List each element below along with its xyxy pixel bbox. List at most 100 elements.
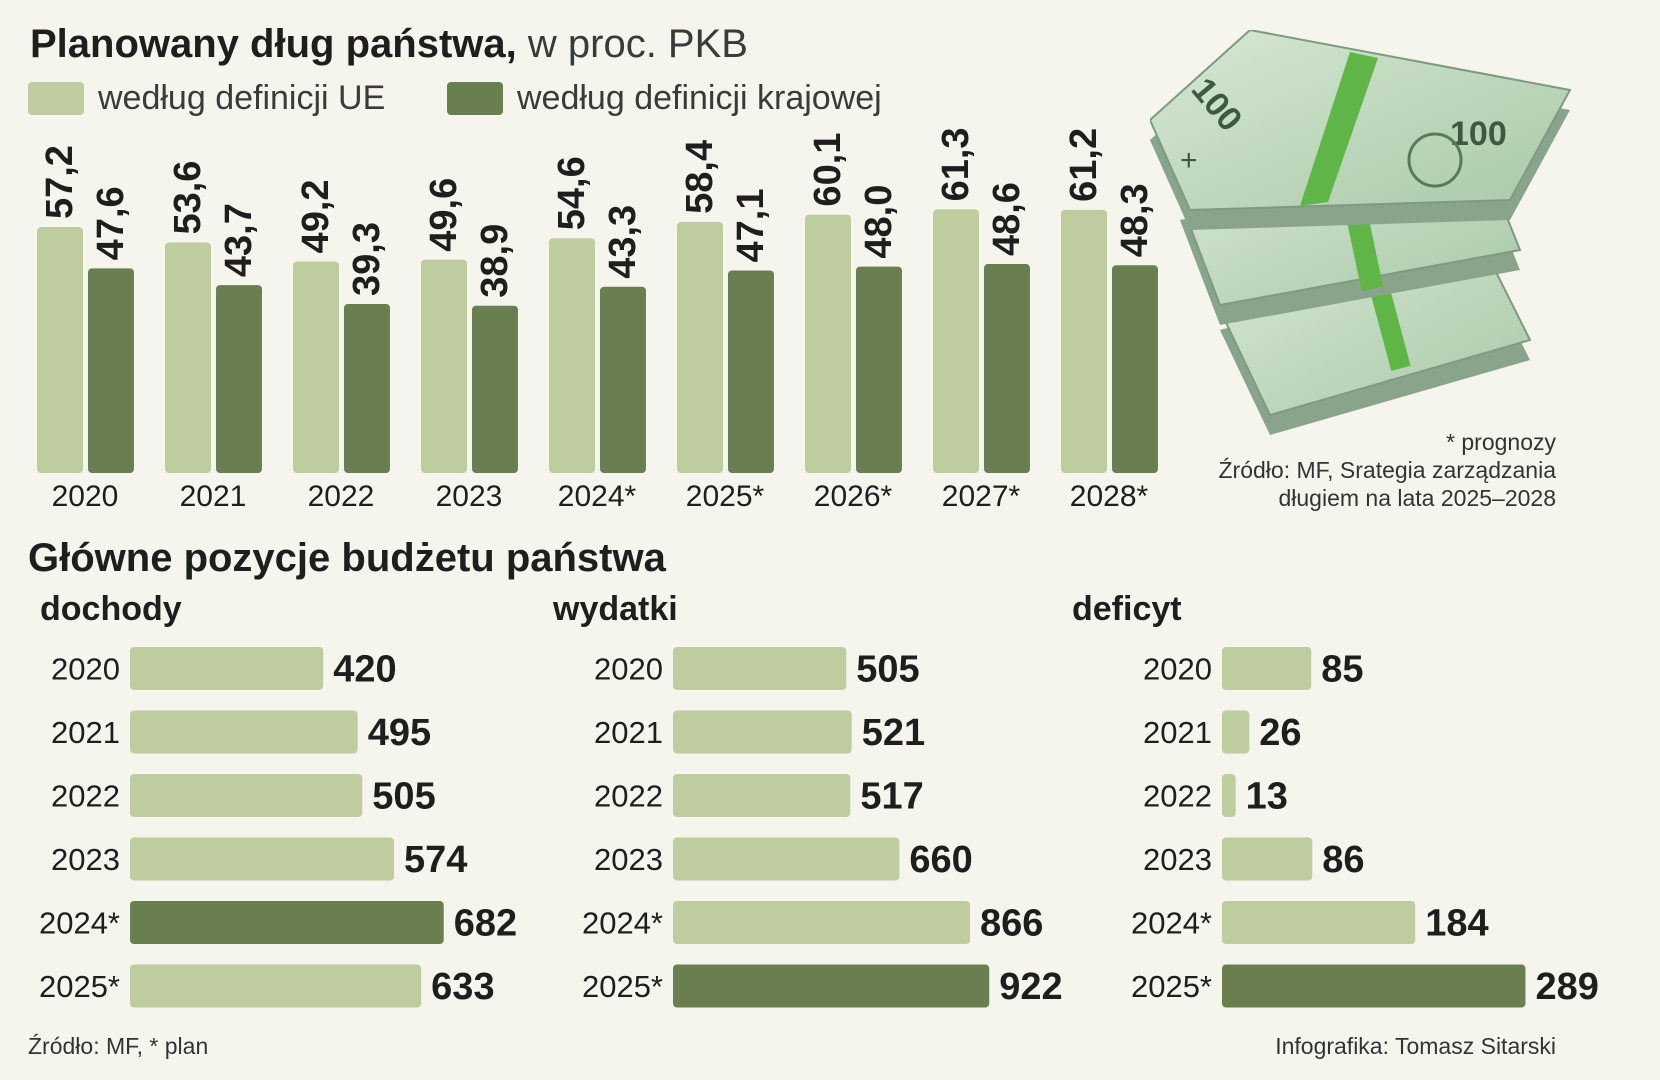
panel-title-wydatki: wydatki xyxy=(553,590,678,628)
debt-bar-national-2024* xyxy=(600,286,646,473)
debt-bar-eu-2022 xyxy=(293,261,339,473)
legend-swatch-national xyxy=(447,81,503,115)
budget-value-label: 420 xyxy=(333,649,396,691)
budget-value-label: 13 xyxy=(1246,776,1288,818)
debt-year-label: 2023 xyxy=(436,480,503,513)
debt-bar-national-2025* xyxy=(728,270,774,473)
budget-bar-deficyt-2024* xyxy=(1222,901,1416,944)
debt-value-label: 48,6 xyxy=(986,182,1028,256)
banknote-stack-icon: 100 100 + xyxy=(1150,30,1572,435)
budget-year-label: 2023 xyxy=(51,842,120,877)
debt-value-label: 53,6 xyxy=(167,161,209,235)
debt-chart-notes: * prognozy Źródło: MF, Srategia zarządza… xyxy=(1219,428,1557,512)
svg-text:+: + xyxy=(1180,144,1198,177)
budget-year-label: 2020 xyxy=(594,652,663,687)
budget-year-label: 2021 xyxy=(51,715,120,750)
budget-value-label: 517 xyxy=(860,776,923,818)
debt-bar-national-2023 xyxy=(472,305,518,473)
debt-value-label: 43,3 xyxy=(602,205,644,279)
budget-value-label: 505 xyxy=(856,649,919,691)
budget-bar-dochody-2022 xyxy=(130,774,363,817)
debt-value-label: 49,2 xyxy=(295,179,337,253)
debt-value-label: 54,6 xyxy=(551,156,593,230)
debt-chart-title-bold: Planowany dług państwa, xyxy=(30,22,517,66)
budget-year-label: 2023 xyxy=(1143,842,1212,877)
debt-bar-eu-2020 xyxy=(37,227,83,473)
budget-value-label: 866 xyxy=(980,903,1043,945)
debt-bar-eu-2023 xyxy=(421,259,467,473)
note-source-line-2: długiem na lata 2025–2028 xyxy=(1278,485,1556,511)
debt-year-label: 2025* xyxy=(686,480,765,513)
budget-bar-deficyt-2025* xyxy=(1222,964,1526,1008)
debt-year-label: 2021 xyxy=(180,480,247,513)
debt-value-label: 61,3 xyxy=(935,127,977,201)
debt-bar-eu-2028* xyxy=(1061,209,1107,473)
budget-year-label: 2022 xyxy=(594,779,663,814)
debt-chart-title: Planowany dług państwa, w proc. PKB xyxy=(30,20,748,68)
debt-bar-national-2027* xyxy=(984,264,1030,473)
debt-year-label: 2022 xyxy=(308,480,375,513)
debt-value-label: 49,6 xyxy=(423,178,465,252)
debt-year-label: 2028* xyxy=(1070,480,1149,513)
budget-value-label: 289 xyxy=(1535,966,1598,1008)
panel-title-dochody: dochody xyxy=(40,590,182,628)
budget-value-label: 86 xyxy=(1322,839,1364,881)
legend-label-eu: według definicji UE xyxy=(98,78,386,117)
budget-value-label: 184 xyxy=(1425,903,1488,945)
budget-value-label: 495 xyxy=(368,712,431,754)
budget-year-label: 2021 xyxy=(594,715,663,750)
debt-bar-national-2020 xyxy=(88,268,134,473)
budget-bar-dochody-2021 xyxy=(130,710,358,754)
budget-bar-wydatki-2020 xyxy=(673,647,847,690)
debt-bar-eu-2025* xyxy=(677,221,723,473)
debt-bar-eu-2027* xyxy=(933,209,979,473)
debt-value-label: 60,1 xyxy=(807,133,849,207)
legend-item-national: według definicji krajowej xyxy=(447,78,882,117)
debt-value-label: 39,3 xyxy=(346,222,388,296)
svg-text:100: 100 xyxy=(1450,115,1507,153)
debt-bar-eu-2024* xyxy=(549,238,595,473)
debt-year-label: 2026* xyxy=(814,480,893,513)
budget-title: Główne pozycje budżetu państwa xyxy=(28,536,666,580)
budget-value-label: 922 xyxy=(999,966,1062,1008)
budget-year-label: 2021 xyxy=(1143,715,1212,750)
budget-year-label: 2025* xyxy=(582,969,663,1004)
budget-value-label: 574 xyxy=(404,839,467,881)
budget-value-label: 682 xyxy=(454,903,517,945)
budget-bar-wydatki-2022 xyxy=(673,774,851,817)
debt-value-label: 38,9 xyxy=(474,224,516,298)
debt-chart-title-light: w proc. PKB xyxy=(527,22,748,66)
budget-bar-dochody-2025* xyxy=(130,964,422,1008)
debt-bar-chart: 57,247,6 2020 53,643,7 2021 49,239,3 2022 49,6… xyxy=(37,127,1158,513)
debt-bar-national-2022 xyxy=(344,304,390,473)
budget-bar-wydatki-2025* xyxy=(673,964,990,1008)
budget-bar-deficyt-2022 xyxy=(1222,774,1236,817)
legend-label-national: według definicji krajowej xyxy=(517,78,882,117)
debt-bar-national-2021 xyxy=(216,285,262,473)
debt-value-label: 61,2 xyxy=(1063,128,1105,202)
debt-year-label: 2024* xyxy=(558,480,637,513)
note-source-line-1: Źródło: MF, Srategia zarządzania xyxy=(1218,457,1557,483)
budget-value-label: 633 xyxy=(431,966,494,1008)
budget-value-label: 660 xyxy=(909,839,972,881)
debt-year-label: 2020 xyxy=(52,480,119,513)
note-forecast: * prognozy xyxy=(1446,429,1556,455)
debt-value-label: 47,6 xyxy=(90,186,132,260)
budget-year-label: 2022 xyxy=(51,779,120,814)
budget-year-label: 2025* xyxy=(1131,969,1212,1004)
footer-credit: Infografika: Tomasz Sitarski xyxy=(1275,1033,1556,1059)
debt-value-label: 43,7 xyxy=(218,203,260,277)
debt-bar-national-2028* xyxy=(1112,265,1158,473)
budget-bar-dochody-2020 xyxy=(130,647,324,690)
budget-bar-wydatki-2021 xyxy=(673,710,852,754)
debt-value-label: 57,2 xyxy=(39,145,81,219)
panel-title-deficyt: deficyt xyxy=(1072,590,1182,628)
budget-value-label: 521 xyxy=(862,712,925,754)
budget-year-label: 2024* xyxy=(1131,906,1212,941)
debt-bar-eu-2026* xyxy=(805,214,851,473)
debt-year-label: 2027* xyxy=(942,480,1021,513)
debt-value-label: 48,3 xyxy=(1114,183,1156,257)
debt-bar-national-2026* xyxy=(856,266,902,473)
budget-year-label: 2025* xyxy=(39,969,120,1004)
